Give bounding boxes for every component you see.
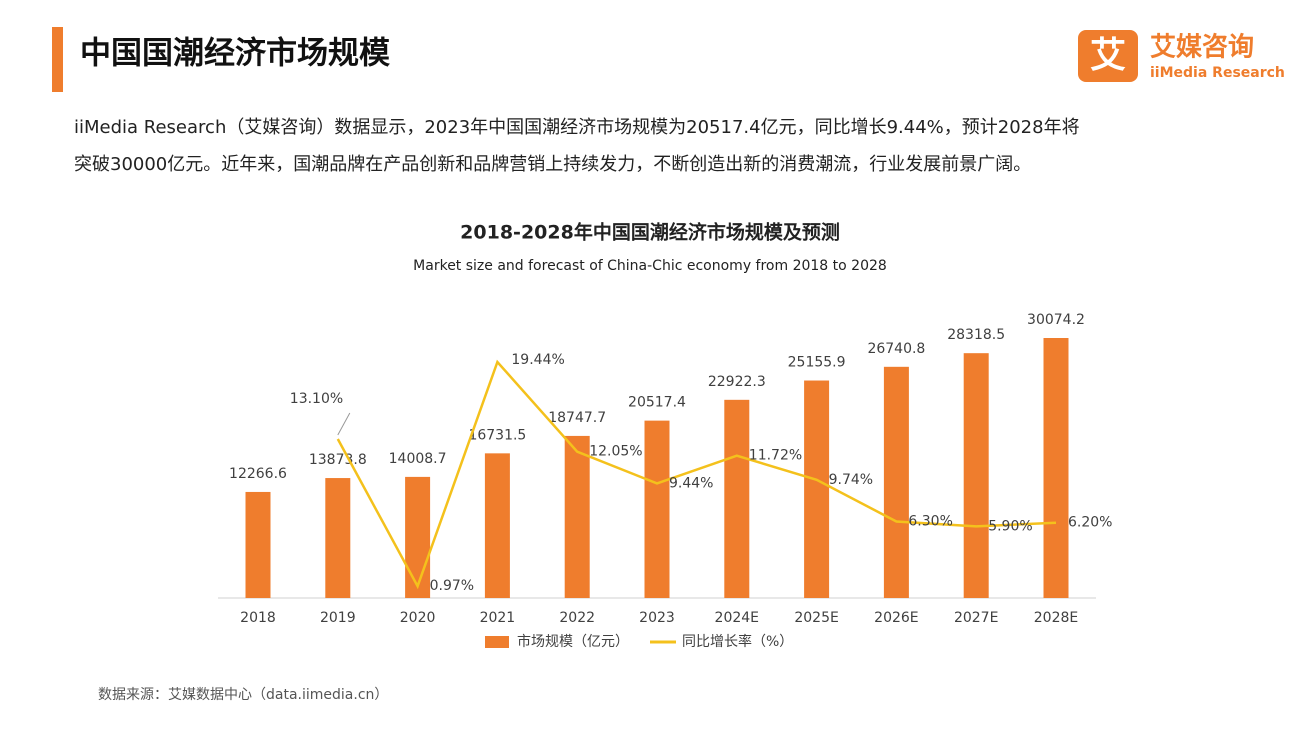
bar-value-label: 14008.7: [389, 451, 447, 467]
chart-subtitle: Market size and forecast of China-Chic e…: [413, 258, 887, 274]
logo-box: [1078, 30, 1138, 82]
bar-value-label: 13873.8: [309, 452, 367, 468]
x-tick-label: 2027E: [954, 610, 998, 626]
x-tick-label: 2019: [320, 610, 356, 626]
chart-title: 2018-2028年中国国潮经济市场规模及预测: [460, 221, 840, 244]
source: 数据来源：艾媒数据中心（data.iimedia.cn）: [98, 687, 388, 703]
paragraph-line: iiMedia Research（艾媒咨询）数据显示，2023年中国国潮经济市场…: [74, 117, 1080, 138]
bar: [804, 380, 830, 598]
bar: [564, 435, 590, 598]
x-tick-label: 2026E: [874, 610, 918, 626]
logo-name: 艾媒咨询: [1150, 32, 1254, 63]
x-tick-label: 2028E: [1034, 610, 1078, 626]
growth-line: [336, 359, 1057, 590]
bar: [245, 491, 271, 598]
logo-sub: iiMedia Research: [1150, 65, 1285, 81]
legend-swatch: [485, 636, 509, 648]
logo-mark: 艾: [1090, 35, 1126, 76]
line-value-label: 6.20%: [1068, 515, 1112, 531]
legend-label: 同比增长率（%）: [682, 633, 793, 650]
x-tick-label: 2022: [559, 610, 595, 626]
bar: [644, 420, 670, 598]
x-tick-label: 2023: [639, 610, 675, 626]
bar: [484, 453, 510, 598]
line-value-label: 13.10%: [290, 391, 343, 407]
legend-label: 市场规模（亿元）: [517, 633, 629, 650]
line-value-label: 6.30%: [908, 514, 952, 530]
paragraph-line: 突破30000亿元。近年来，国潮品牌在产品创新和品牌营销上持续发力，不断创造出新…: [74, 154, 1031, 175]
bar-value-label: 20517.4: [628, 395, 686, 411]
line-value-label: 11.72%: [749, 448, 802, 464]
bar-value-label: 26740.8: [867, 341, 925, 357]
bar-value-label: 16731.5: [468, 427, 526, 443]
bar-value-label: 22922.3: [708, 374, 766, 390]
bar-value-label: 18747.7: [548, 410, 606, 426]
x-tick-label: 2025E: [794, 610, 838, 626]
bar: [325, 478, 351, 598]
x-tick-label: 2018: [240, 610, 276, 626]
bar: [405, 476, 431, 598]
line-value-label: 19.44%: [511, 352, 564, 368]
line-value-label: 9.74%: [829, 472, 873, 488]
x-tick-label: 2024E: [715, 610, 759, 626]
bar: [724, 399, 750, 598]
x-tick-label: 2020: [400, 610, 436, 626]
bar: [1043, 338, 1069, 598]
bar-value-label: 30074.2: [1027, 312, 1085, 328]
page-title: 中国国潮经济市场规模: [80, 36, 390, 72]
line-value-label: 0.97%: [430, 578, 474, 594]
bar-value-label: 12266.6: [229, 466, 287, 482]
accent-bar: [52, 27, 63, 92]
line-value-label: 9.44%: [669, 475, 713, 491]
bar-value-label: 28318.5: [947, 327, 1005, 343]
x-tick-label: 2021: [480, 610, 516, 626]
line-value-label: 12.05%: [589, 444, 642, 460]
bar: [963, 353, 989, 598]
line-value-label: 5.90%: [988, 518, 1032, 534]
bar: [883, 366, 909, 598]
leader-line: [337, 412, 351, 436]
bar-value-label: 25155.9: [788, 355, 846, 371]
